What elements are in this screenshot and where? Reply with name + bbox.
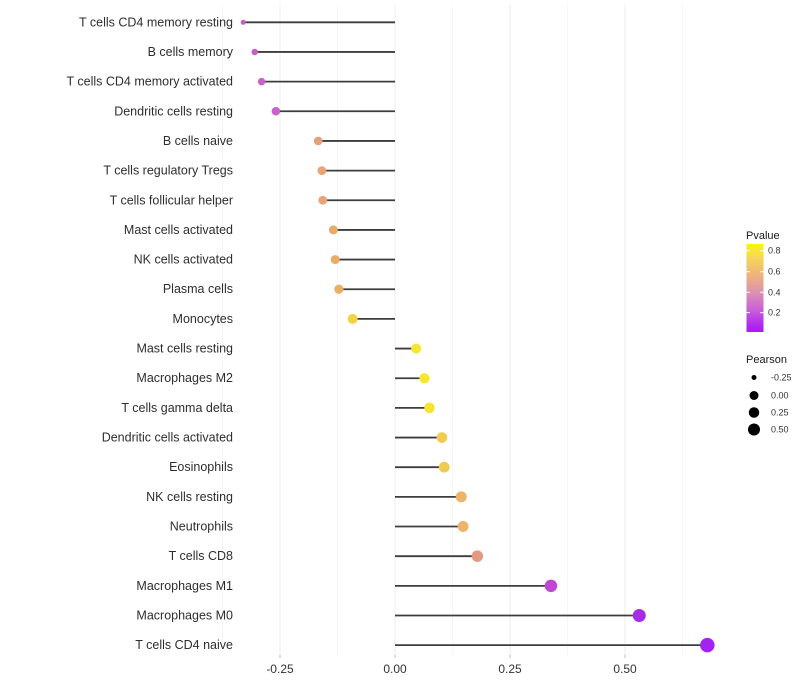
pvalue-tick-label: 0.4 — [768, 287, 781, 297]
data-point-dot — [411, 343, 422, 354]
category-label: Macrophages M0 — [136, 609, 233, 623]
category-label: Macrophages M2 — [136, 371, 233, 385]
pvalue-colorbar — [746, 244, 764, 332]
category-label: NK cells resting — [146, 490, 233, 504]
pearson-legend-dot — [748, 423, 760, 436]
lollipop-row: Plasma cells — [163, 282, 395, 296]
data-point-dot — [318, 195, 328, 205]
lollipop-row: Macrophages M1 — [136, 579, 558, 593]
category-label: Macrophages M1 — [136, 579, 233, 593]
lollipop-row: NK cells activated — [134, 253, 395, 267]
lollipop-row: T cells gamma delta — [121, 401, 435, 415]
pvalue-legend: Pvalue 0.8 0.6 0.4 0.2 — [746, 230, 781, 332]
category-label: Dendritic cells resting — [114, 104, 233, 118]
lollipop-row: Dendritic cells resting — [114, 104, 395, 118]
category-label: T cells CD4 memory activated — [67, 75, 234, 89]
category-label: Mast cells resting — [136, 342, 233, 356]
x-axis-tick-label: 0.25 — [498, 662, 522, 676]
data-point-dot — [436, 432, 448, 443]
lollipop-row: T cells CD4 memory resting — [79, 15, 395, 29]
data-point-dot — [471, 550, 484, 562]
data-point-dot — [455, 491, 467, 503]
data-point-dot — [457, 521, 469, 533]
category-label: B cells naive — [163, 134, 233, 148]
data-point-dot — [700, 637, 715, 653]
pvalue-tick-label: 0.2 — [768, 308, 781, 318]
data-point-dot — [271, 107, 281, 116]
lollipop-row: Mast cells activated — [124, 223, 395, 237]
data-point-dot — [632, 609, 646, 622]
lollipop-row: T cells follicular helper — [110, 193, 395, 207]
lollipop-row: T cells regulatory Tregs — [103, 164, 395, 178]
pvalue-legend-title: Pvalue — [746, 230, 780, 242]
category-label: T cells CD8 — [169, 549, 233, 563]
lollipop-row: NK cells resting — [146, 490, 467, 504]
pearson-legend-title: Pearson — [746, 354, 787, 366]
pvalue-tick-label: 0.8 — [768, 246, 781, 256]
data-point-dot — [251, 48, 258, 56]
lollipop-row: B cells memory — [148, 45, 395, 59]
data-point-dot — [424, 402, 435, 414]
pearson-legend: Pearson -0.25 0.00 0.25 0.50 — [746, 354, 792, 436]
category-label: T cells CD4 memory resting — [79, 15, 233, 29]
pearson-legend-label: 0.00 — [771, 391, 789, 401]
category-label: T cells gamma delta — [121, 401, 233, 415]
data-point-dot — [313, 136, 323, 146]
lollipop-row: T cells CD4 naive — [135, 637, 715, 653]
x-axis-tick-label: 0.00 — [383, 662, 407, 676]
pearson-legend-label: -0.25 — [771, 373, 792, 383]
lollipop-row: B cells naive — [163, 134, 395, 148]
pearson-legend-dot — [751, 375, 757, 380]
lollipop-row: Mast cells resting — [136, 342, 422, 356]
pearson-legend-label: 0.50 — [771, 425, 789, 435]
category-label: Plasma cells — [163, 282, 233, 296]
category-label: NK cells activated — [134, 253, 233, 267]
data-point-dot — [544, 579, 558, 593]
data-point-dot — [317, 166, 327, 176]
category-label: Eosinophils — [169, 460, 233, 474]
panel-gridlines — [222, 5, 683, 655]
pearson-legend-dot — [748, 407, 760, 418]
lollipop-row: T cells CD4 memory activated — [67, 75, 395, 89]
category-label: Mast cells activated — [124, 223, 233, 237]
pearson-legend-dot — [749, 391, 759, 400]
lollipop-row: Eosinophils — [169, 460, 450, 474]
data-point-dot — [330, 255, 340, 265]
category-label: Neutrophils — [170, 520, 233, 534]
lollipop-rows: T cells CD4 memory resting B cells memory… — [67, 15, 715, 653]
pearson-legend-label: 0.25 — [771, 408, 789, 418]
pvalue-tick-label: 0.6 — [768, 267, 781, 277]
x-axis: -0.25 0.00 0.25 0.50 — [266, 655, 637, 676]
data-point-dot — [334, 284, 344, 294]
lollipop-row: Dendritic cells activated — [102, 431, 448, 445]
data-point-dot — [419, 373, 430, 384]
category-label: Dendritic cells activated — [102, 431, 233, 445]
category-label: T cells follicular helper — [110, 193, 233, 207]
category-label: T cells regulatory Tregs — [103, 164, 233, 178]
lollipop-row: Macrophages M0 — [136, 609, 646, 623]
category-label: Monocytes — [173, 312, 233, 326]
category-label: B cells memory — [148, 45, 234, 59]
data-point-dot — [438, 461, 450, 473]
category-label: T cells CD4 naive — [135, 638, 233, 652]
lollipop-row: Monocytes — [173, 312, 395, 326]
data-point-dot — [257, 77, 266, 86]
data-point-dot — [347, 313, 358, 324]
data-point-dot — [328, 225, 338, 235]
lollipop-row: T cells CD8 — [169, 549, 484, 563]
x-axis-tick-label: 0.50 — [613, 662, 637, 676]
lollipop-row: Neutrophils — [170, 520, 469, 534]
lollipop-row: Macrophages M2 — [136, 371, 430, 385]
data-point-dot — [240, 19, 246, 25]
x-axis-tick-label: -0.25 — [266, 662, 294, 676]
